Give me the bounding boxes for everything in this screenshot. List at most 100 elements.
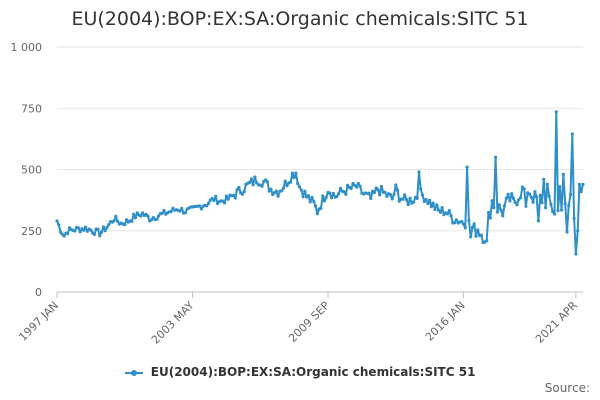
data-point: [376, 188, 380, 192]
data-point: [240, 192, 244, 196]
data-point: [105, 226, 109, 230]
data-point: [103, 229, 107, 233]
data-point: [183, 211, 187, 215]
data-point: [296, 181, 300, 186]
data-point: [417, 170, 421, 174]
data-point: [536, 219, 541, 223]
x-tick-label: 2021 APR: [533, 299, 580, 346]
y-axis: 0 250 500 750 1 000: [11, 41, 43, 299]
data-point: [251, 183, 255, 187]
data-point: [349, 186, 353, 191]
data-point: [237, 185, 241, 189]
data-point: [276, 194, 280, 198]
data-point: [321, 194, 325, 198]
data-point: [207, 201, 211, 205]
data-point: [199, 207, 203, 211]
data-point: [89, 228, 93, 232]
data-point: [98, 234, 102, 238]
data-point: [299, 188, 303, 192]
data-point: [101, 225, 105, 229]
data-point: [92, 232, 96, 236]
data-point: [212, 198, 216, 203]
data-point: [576, 229, 580, 233]
data-point: [522, 187, 526, 191]
data-point: [429, 205, 433, 209]
data-point: [511, 197, 516, 201]
data-point: [369, 196, 373, 200]
data-point: [146, 214, 150, 218]
data-point: [529, 195, 533, 199]
data-point: [378, 193, 382, 197]
chart-legend[interactable]: EU(2004):BOP:EX:SA:Organic chemicals:SIT…: [0, 365, 600, 379]
data-point: [155, 217, 159, 221]
data-point: [513, 200, 517, 204]
data-point: [567, 204, 571, 208]
data-point: [470, 225, 475, 229]
data-point: [445, 212, 450, 216]
y-tick-label: 0: [35, 286, 42, 299]
data-point: [385, 194, 389, 198]
source-label: Source:: [544, 381, 590, 395]
data-point: [124, 218, 129, 222]
data-point: [242, 190, 246, 194]
data-point: [390, 197, 394, 201]
y-tick-label: 500: [21, 164, 42, 177]
data-point: [133, 216, 138, 220]
data-point: [289, 180, 293, 184]
data-point: [474, 234, 478, 238]
data-point: [100, 230, 104, 234]
data-point: [116, 219, 120, 223]
x-tick-label: 2003 MAY: [149, 299, 197, 347]
data-point: [331, 191, 335, 196]
data-point: [322, 199, 327, 203]
chart-title: EU(2004):BOP:EX:SA:Organic chemicals:SIT…: [71, 8, 529, 30]
data-point: [294, 171, 298, 175]
data-point: [149, 218, 154, 222]
data-point: [579, 190, 583, 194]
data-point: [472, 222, 476, 226]
data-point: [62, 234, 66, 238]
data-point: [55, 219, 59, 223]
data-point: [433, 208, 437, 212]
data-point: [447, 209, 451, 213]
data-point: [506, 192, 510, 196]
data-point: [531, 200, 535, 204]
data-point: [205, 204, 209, 208]
data-point: [231, 193, 236, 197]
data-point: [356, 181, 360, 186]
data-point: [463, 226, 467, 230]
data-point: [577, 182, 582, 186]
data-point: [132, 212, 136, 216]
data-point: [198, 204, 202, 208]
data-point: [415, 196, 419, 200]
data-point: [308, 200, 312, 204]
data-point: [283, 179, 287, 183]
data-point: [160, 211, 164, 215]
data-point: [297, 185, 302, 189]
data-point: [312, 199, 316, 204]
y-tick-label: 1 000: [11, 41, 43, 54]
data-point: [171, 206, 175, 210]
data-point: [561, 172, 566, 176]
data-point: [519, 196, 523, 200]
data-point: [549, 202, 553, 206]
data-point: [57, 223, 61, 227]
data-point: [112, 219, 116, 223]
data-point: [490, 199, 494, 203]
data-point: [303, 189, 307, 193]
data-point: [139, 214, 143, 218]
data-point: [572, 216, 576, 221]
data-point: [76, 226, 80, 230]
data-point: [544, 206, 548, 210]
data-point: [420, 193, 425, 197]
data-point: [330, 196, 334, 200]
data-point: [438, 210, 442, 214]
data-point: [269, 187, 273, 191]
data-point: [508, 199, 512, 203]
data-point: [285, 184, 289, 188]
series-group: [55, 110, 585, 256]
data-point: [560, 208, 564, 212]
data-point: [497, 203, 501, 207]
data-point: [538, 193, 542, 197]
